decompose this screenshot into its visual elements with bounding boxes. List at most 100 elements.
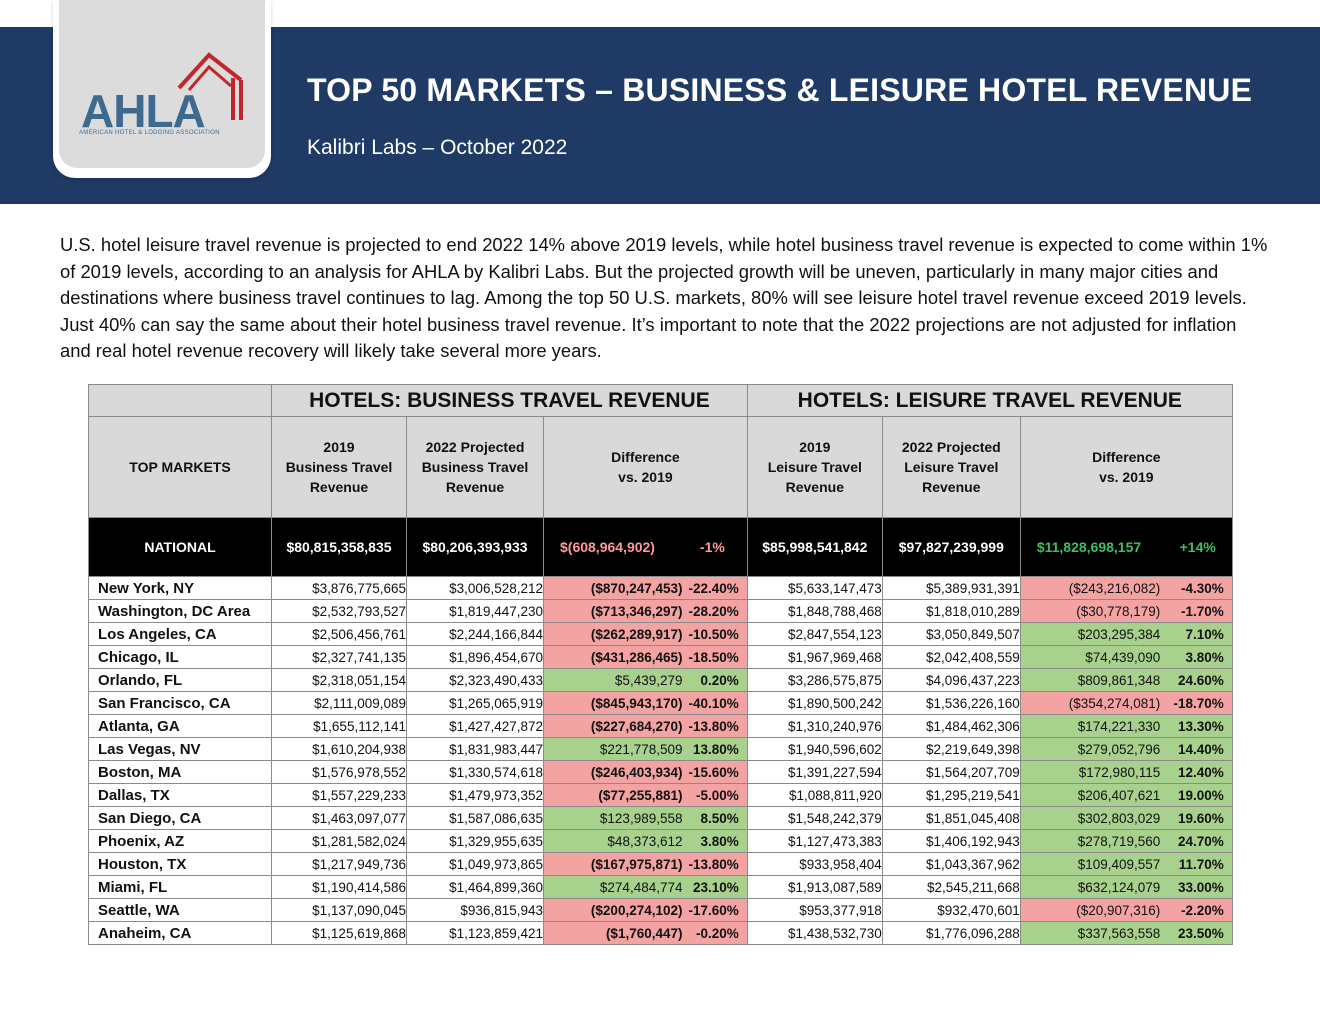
market-name: Phoenix, AZ (88, 829, 272, 853)
market-name: San Francisco, CA (88, 691, 272, 715)
leisure-2022: $1,851,045,408 (881, 806, 1021, 830)
table-row: Phoenix, AZ $1,281,582,024 $1,329,955,635 $… (88, 829, 1233, 853)
revenue-table: HOTELS: BUSINESS TRAVEL REVENUE HOTELS: … (88, 384, 1233, 945)
business-2022: $1,464,899,360 (406, 875, 544, 899)
business-2022: $1,265,065,919 (406, 691, 544, 715)
business-diff: ($200,274,102) (543, 898, 689, 922)
col-header-market: TOP MARKETS (88, 416, 272, 518)
leisure-2022: $1,406,192,943 (881, 829, 1021, 853)
market-name: Dallas, TX (88, 783, 272, 807)
leisure-2022: $1,295,219,541 (881, 783, 1021, 807)
market-name: San Diego, CA (88, 806, 272, 830)
market-rows: New York, NY $3,876,775,665 $3,006,528,212… (88, 576, 1233, 945)
leisure-diff: $337,563,558 (1019, 921, 1167, 945)
col-header-l2019: 2019 Leisure Travel Revenue (746, 416, 883, 518)
market-name: New York, NY (88, 576, 272, 600)
business-diff-pct: -40.10% (688, 691, 748, 715)
business-2022: $1,896,454,670 (406, 645, 544, 669)
business-diff-pct: 3.80% (688, 829, 748, 853)
leisure-diff: ($354,274,081) (1019, 691, 1167, 715)
table-row: Seattle, WA $1,137,090,045 $936,815,943 ($2… (88, 898, 1233, 922)
leisure-2022: $1,484,462,306 (881, 714, 1021, 738)
business-2019: $1,217,949,736 (271, 852, 407, 876)
business-2022: $936,815,943 (406, 898, 544, 922)
intro-paragraph: U.S. hotel leisure travel revenue is pro… (60, 234, 1268, 361)
leisure-diff: $809,861,348 (1019, 668, 1167, 692)
leisure-2019: $1,890,500,242 (746, 691, 883, 715)
leisure-2019: $1,913,087,589 (746, 875, 883, 899)
business-diff-pct: 23.10% (688, 875, 748, 899)
leisure-2022: $5,389,931,391 (881, 576, 1021, 600)
business-2019: $1,655,112,141 (271, 714, 407, 738)
leisure-2022: $1,043,367,962 (881, 852, 1021, 876)
business-2022: $1,329,955,635 (406, 829, 544, 853)
business-2022: $1,819,447,230 (406, 599, 544, 623)
col-header-bdiff: Difference vs. 2019 (543, 416, 748, 518)
leisure-2019: $953,377,918 (746, 898, 883, 922)
leisure-2019: $1,548,242,379 (746, 806, 883, 830)
table-row: San Francisco, CA $2,111,009,089 $1,265,06… (88, 691, 1233, 715)
leisure-2019: $933,958,404 (746, 852, 883, 876)
business-2022: $1,049,973,865 (406, 852, 544, 876)
logo-text: AHLA (81, 85, 206, 137)
business-diff-pct: -0.20% (688, 921, 748, 945)
national-lpct: +14% (1179, 539, 1216, 555)
leisure-diff-pct: 13.30% (1166, 714, 1233, 738)
business-diff: $274,484,774 (543, 875, 689, 899)
leisure-diff-pct: 11.70% (1166, 852, 1233, 876)
leisure-diff-pct: -1.70% (1166, 599, 1233, 623)
business-diff-pct: -28.20% (688, 599, 748, 623)
logo-roof-icon (177, 52, 243, 120)
business-2019: $2,111,009,089 (271, 691, 407, 715)
national-l2022: $97,827,239,999 (881, 517, 1021, 577)
business-2022: $1,123,859,421 (406, 921, 544, 945)
national-bdiff-cell: $(608,964,902) -1% (543, 517, 748, 577)
market-name: Chicago, IL (88, 645, 272, 669)
leisure-diff: ($30,778,179) (1019, 599, 1167, 623)
leisure-diff: $278,719,560 (1019, 829, 1167, 853)
table-row: Dallas, TX $1,557,229,233 $1,479,973,352 ($… (88, 783, 1233, 807)
table-row: Boston, MA $1,576,978,552 $1,330,574,618 ($… (88, 760, 1233, 784)
business-2019: $1,125,619,868 (271, 921, 407, 945)
page-subtitle: Kalibri Labs – October 2022 (307, 136, 568, 159)
table-row: San Diego, CA $1,463,097,077 $1,587,086,63… (88, 806, 1233, 830)
table-row: Atlanta, GA $1,655,112,141 $1,427,427,872(… (88, 714, 1233, 738)
leisure-diff-pct: 12.40% (1166, 760, 1233, 784)
leisure-diff-pct: -2.20% (1166, 898, 1233, 922)
table-row: Anaheim, CA $1,125,619,868 $1,123,859,421(… (88, 921, 1233, 945)
business-2022: $1,427,427,872 (406, 714, 544, 738)
col-header-b2022: 2022 Projected Business Travel Revenue (406, 416, 544, 518)
business-2019: $3,876,775,665 (271, 576, 407, 600)
business-diff-pct: -10.50% (688, 622, 748, 646)
col-header-b2019: 2019 Business Travel Revenue (271, 416, 407, 518)
leisure-diff: $74,439,090 (1019, 645, 1167, 669)
national-bdiff: $(608,964,902) (560, 539, 655, 555)
leisure-diff-pct: 19.60% (1166, 806, 1233, 830)
leisure-diff-pct: 33.00% (1166, 875, 1233, 899)
business-diff: ($77,255,881) (543, 783, 689, 807)
table-row: Chicago, IL $2,327,741,135 $1,896,454,670(… (88, 645, 1233, 669)
business-2019: $2,327,741,135 (271, 645, 407, 669)
leisure-diff: $302,803,029 (1019, 806, 1167, 830)
table-row: Houston, TX $1,217,949,736 $1,049,973,865(… (88, 852, 1233, 876)
table-row: Los Angeles, CA $2,506,456,761 $2,244,166,… (88, 622, 1233, 646)
group-header-blank (88, 384, 272, 417)
market-name: Washington, DC Area (88, 599, 272, 623)
business-2019: $1,190,414,586 (271, 875, 407, 899)
national-b2022: $80,206,393,933 (406, 517, 544, 577)
leisure-diff-pct: 23.50% (1166, 921, 1233, 945)
business-2022: $1,831,983,447 (406, 737, 544, 761)
business-diff-pct: -15.60% (688, 760, 748, 784)
leisure-2022: $1,818,010,289 (881, 599, 1021, 623)
business-diff: ($1,760,447) (543, 921, 689, 945)
business-2022: $2,323,490,433 (406, 668, 544, 692)
group-header-row: HOTELS: BUSINESS TRAVEL REVENUE HOTELS: … (88, 384, 1233, 417)
leisure-diff: $206,407,621 (1019, 783, 1167, 807)
business-2022: $2,244,166,844 (406, 622, 544, 646)
leisure-diff-pct: 24.60% (1166, 668, 1233, 692)
leisure-diff: $109,409,557 (1019, 852, 1167, 876)
business-diff-pct: 13.80% (688, 737, 748, 761)
leisure-2019: $1,127,473,383 (746, 829, 883, 853)
business-diff-pct: -13.80% (688, 852, 748, 876)
leisure-2022: $1,776,096,288 (881, 921, 1021, 945)
